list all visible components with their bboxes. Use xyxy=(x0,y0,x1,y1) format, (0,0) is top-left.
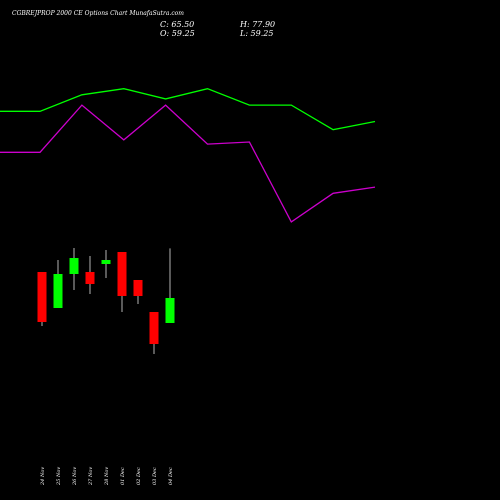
candle-body xyxy=(133,280,143,296)
x-tick-label: 27 Nov xyxy=(88,467,94,486)
candle-body xyxy=(101,260,111,264)
candle-body xyxy=(149,312,159,344)
candle-body xyxy=(53,274,63,308)
x-tick-label: 26 Nov xyxy=(72,467,78,486)
overlay-lines xyxy=(0,88,376,223)
x-axis-ticks: 24 Nov 25 Nov 26 Nov 27 Nov 28 Nov 01 Dec 02 D… xyxy=(40,467,174,486)
x-tick-label: 28 Nov xyxy=(104,467,110,486)
low-price: L: 59.25 xyxy=(239,29,273,38)
overlay-line-2 xyxy=(0,104,376,223)
x-tick-label: 02 Dec xyxy=(136,467,142,485)
candle-body xyxy=(69,258,79,274)
x-tick-label: 01 Dec xyxy=(120,467,126,485)
x-tick-label: 03 Dec xyxy=(152,467,158,485)
overlay-line-1 xyxy=(0,88,376,131)
candle-body xyxy=(165,298,175,323)
high-price: H: 77.90 xyxy=(239,20,275,29)
candle-body xyxy=(37,272,47,322)
candle-body xyxy=(117,252,127,296)
x-tick-label: 25 Nov xyxy=(56,467,62,486)
chart-title: CGBREJPROP 2000 CE Options Chart MunafaS… xyxy=(12,10,184,17)
candle-body xyxy=(85,272,95,284)
candles xyxy=(37,248,175,354)
x-tick-label: 24 Nov xyxy=(40,467,46,486)
open-price: O: 59.25 xyxy=(160,29,195,38)
close-price: C: 65.50 xyxy=(160,20,194,29)
x-tick-label: 04 Dec xyxy=(168,467,174,485)
